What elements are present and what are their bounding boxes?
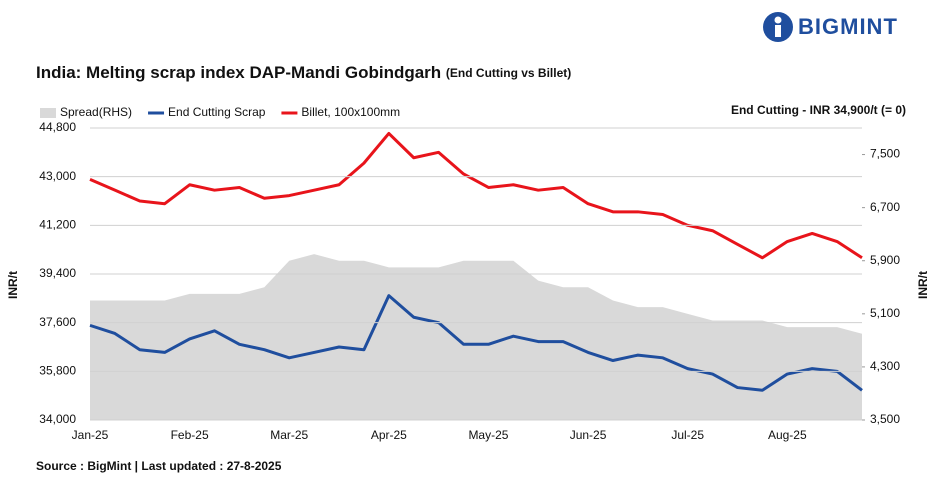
source-note: Source : BigMint | Last updated : 27-8-2…: [36, 459, 282, 473]
legend-label: End Cutting Scrap: [168, 105, 266, 119]
y-tick-label: 34,000: [39, 412, 76, 426]
y-axis-label: INR/t: [6, 271, 20, 299]
x-tick-label: Jan-25: [72, 428, 109, 442]
area: [90, 254, 862, 420]
chart-title: India: Melting scrap index DAP-Mandi Gob…: [36, 63, 571, 82]
legend-swatch: [40, 108, 56, 118]
y-tick-label: 39,400: [39, 266, 76, 280]
x-tick-label: Jun-25: [570, 428, 607, 442]
y2-axis-label: INR/t: [916, 271, 930, 299]
logo: BIGMINT: [763, 12, 898, 42]
line: [89, 294, 863, 392]
annotation: End Cutting - INR 34,900/t (= 0): [731, 103, 906, 117]
y-tick-label: 44,800: [39, 120, 76, 134]
y-tick-label: 35,800: [39, 364, 76, 378]
legend-label: Spread(RHS): [60, 105, 132, 119]
legend-label: Billet, 100x100mm: [301, 105, 400, 119]
x-tick-label: Mar-25: [270, 428, 308, 442]
y2-tick-label: 4,300: [870, 359, 900, 373]
line: [89, 131, 863, 260]
x-tick-label: Aug-25: [768, 428, 807, 442]
y2-tick-label: 3,500: [870, 412, 900, 426]
logo-text: BIGMINT: [798, 14, 898, 39]
y2-tick-label: 7,500: [870, 147, 900, 161]
x-tick-label: Jul-25: [671, 428, 704, 442]
logo-icon-body: [775, 25, 781, 37]
y2-tick-label: 5,900: [870, 253, 900, 267]
y2-tick-label: 5,100: [870, 306, 900, 320]
y2-tick-label: 6,700: [870, 200, 900, 214]
y-tick-label: 41,200: [39, 218, 76, 232]
y-tick-label: 37,600: [39, 315, 76, 329]
y-tick-label: 43,000: [39, 169, 76, 183]
chart-subtitle: (End Cutting vs Billet): [446, 66, 571, 80]
title-main: India: Melting scrap index DAP-Mandi Gob…: [36, 63, 441, 82]
x-tick-label: Feb-25: [171, 428, 209, 442]
x-tick-label: Apr-25: [371, 428, 407, 442]
logo-icon-head: [774, 16, 782, 24]
plot-area: [89, 131, 863, 420]
x-tick-label: May-25: [468, 428, 508, 442]
